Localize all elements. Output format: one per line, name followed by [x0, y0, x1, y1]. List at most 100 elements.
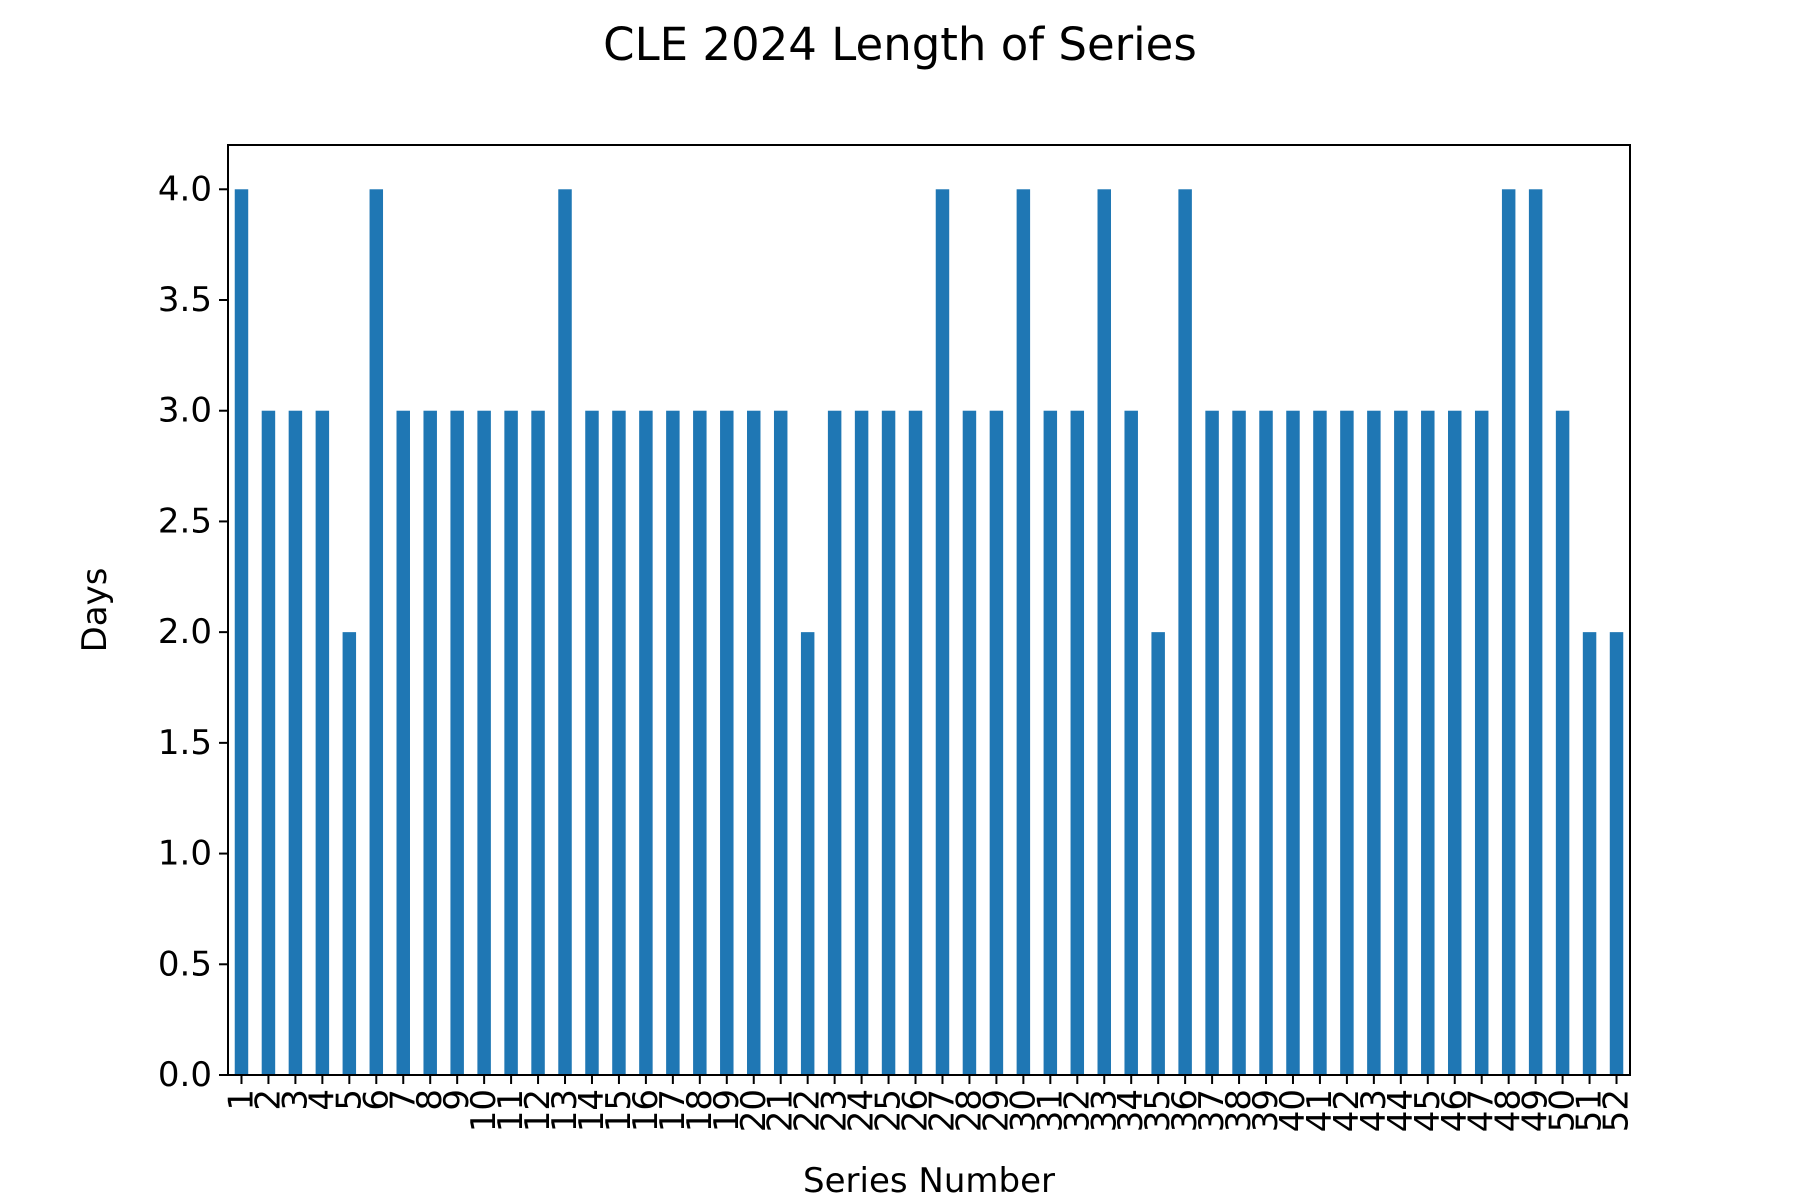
bar-series-27: [935, 189, 950, 1076]
x-tick-label: 46: [1435, 1089, 1475, 1132]
x-tick-label: 25: [869, 1089, 909, 1132]
bar-series-29: [989, 410, 1004, 1075]
chart-title: CLE 2024 Length of Series: [603, 18, 1197, 71]
bar-series-23: [827, 410, 842, 1075]
bar-series-30: [1016, 189, 1031, 1076]
x-tick-label: 7: [383, 1089, 423, 1111]
x-tick-label: 48: [1489, 1089, 1529, 1132]
y-tick-label: 0.5: [158, 944, 212, 984]
x-tick-label: 34: [1111, 1089, 1151, 1132]
x-tick-label: 32: [1057, 1089, 1097, 1132]
bar-series-43: [1367, 410, 1381, 1075]
bar-series-11: [504, 410, 518, 1075]
x-axis: 1234567891011121314151617181920212223242…: [221, 1075, 1637, 1132]
x-tick-label: 23: [815, 1089, 855, 1132]
bar-series-34: [1124, 410, 1138, 1075]
x-tick-label: 40: [1273, 1089, 1313, 1132]
x-tick-label: 33: [1084, 1089, 1124, 1132]
bar-series-50: [1555, 410, 1570, 1075]
x-tick-label: 35: [1138, 1089, 1178, 1132]
bar-series-17: [666, 410, 680, 1075]
x-tick-label: 43: [1354, 1089, 1394, 1132]
bar-series-33: [1097, 189, 1111, 1076]
x-tick-label: 9: [437, 1089, 477, 1111]
bar-series-35: [1151, 632, 1165, 1075]
bar-series-51: [1582, 632, 1597, 1075]
x-tick-label: 47: [1462, 1089, 1502, 1132]
bar-series-3: [288, 410, 303, 1075]
plot-frame: [227, 144, 1631, 1076]
bar-series-4: [315, 410, 330, 1075]
x-tick-label: 6: [356, 1089, 396, 1111]
x-tick-label: 13: [545, 1089, 585, 1132]
x-tick-label: 26: [896, 1089, 936, 1132]
x-tick-label: 45: [1408, 1089, 1448, 1132]
bars-group: [234, 189, 1624, 1076]
bar-series-5: [342, 632, 357, 1075]
bar-series-15: [612, 410, 626, 1075]
bar-series-26: [908, 410, 923, 1075]
bar-series-40: [1286, 410, 1300, 1075]
x-tick-label: 4: [302, 1089, 342, 1111]
bar-series-20: [747, 410, 761, 1075]
x-tick-label: 12: [518, 1089, 558, 1132]
y-axis-label: Days: [75, 568, 115, 653]
x-tick-label: 28: [949, 1089, 989, 1132]
x-axis-label: Series Number: [803, 1161, 1055, 1200]
y-tick-label: 3.5: [158, 280, 212, 320]
x-tick-label: 27: [922, 1089, 962, 1132]
y-tick-label: 1.0: [158, 834, 212, 874]
x-tick-label: 39: [1246, 1089, 1286, 1132]
x-tick-label: 42: [1327, 1089, 1367, 1132]
x-tick-label: 41: [1300, 1089, 1340, 1132]
bar-series-8: [423, 410, 437, 1075]
bar-series-22: [800, 632, 815, 1075]
bar-series-49: [1528, 189, 1543, 1076]
bar-series-18: [693, 410, 707, 1075]
bar-series-10: [477, 410, 491, 1075]
bar-series-19: [720, 410, 734, 1075]
bar-series-48: [1501, 189, 1516, 1076]
bar-series-42: [1340, 410, 1354, 1075]
bar-series-25: [881, 410, 896, 1075]
x-tick-label: 11: [491, 1089, 531, 1132]
bar-series-32: [1070, 410, 1085, 1075]
bar-series-12: [531, 410, 545, 1075]
x-tick-label: 31: [1030, 1089, 1070, 1132]
x-tick-label: 22: [788, 1089, 828, 1132]
y-axis: 0.0 0.5 1.0 1.5 2.0 2.5 3.0 3.5 4.0: [158, 169, 228, 1095]
x-tick-label: 14: [572, 1089, 612, 1132]
bar-series-14: [585, 410, 599, 1075]
x-tick-label: 52: [1597, 1089, 1637, 1132]
x-tick-label: 17: [653, 1089, 693, 1132]
x-tick-label: 1: [221, 1089, 261, 1111]
x-tick-label: 8: [410, 1089, 450, 1111]
x-tick-label: 20: [734, 1089, 774, 1132]
bar-series-41: [1313, 410, 1327, 1075]
y-tick-label: 4.0: [158, 169, 212, 209]
x-tick-label: 16: [626, 1089, 666, 1132]
x-tick-label: 18: [680, 1089, 720, 1132]
bar-series-44: [1394, 410, 1408, 1075]
x-tick-label: 50: [1543, 1089, 1583, 1132]
bar-series-36: [1178, 189, 1192, 1076]
y-tick-label: 3.0: [158, 391, 212, 431]
x-tick-label: 5: [329, 1089, 369, 1111]
bar-series-45: [1421, 410, 1435, 1075]
x-tick-label: 36: [1165, 1089, 1205, 1132]
x-tick-label: 51: [1570, 1089, 1610, 1132]
x-tick-label: 19: [707, 1089, 747, 1132]
bar-series-47: [1474, 410, 1489, 1075]
bar-series-24: [854, 410, 869, 1075]
y-tick-label: 2.5: [158, 501, 212, 541]
bar-series-46: [1448, 410, 1462, 1075]
bar-series-31: [1043, 410, 1058, 1075]
x-tick-label: 30: [1003, 1089, 1043, 1132]
bar-series-21: [773, 410, 788, 1075]
y-tick-label: 2.0: [158, 612, 212, 652]
bar-series-38: [1232, 410, 1246, 1075]
x-tick-label: 37: [1192, 1089, 1232, 1132]
x-tick-label: 21: [761, 1089, 801, 1132]
bar-series-37: [1205, 410, 1219, 1075]
